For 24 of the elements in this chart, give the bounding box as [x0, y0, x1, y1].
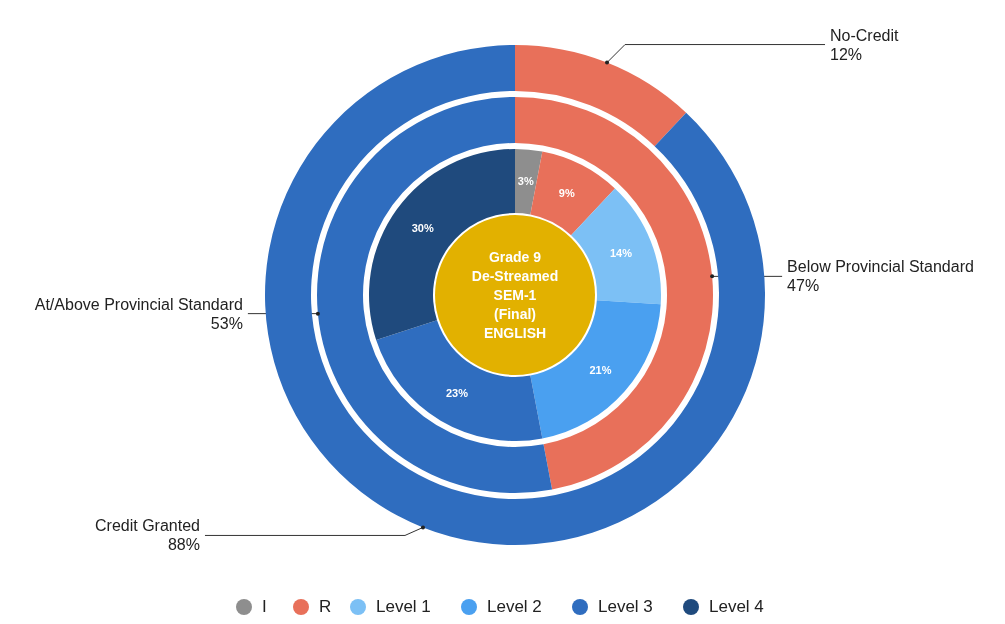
data-label: 30% [411, 221, 434, 234]
data-label: 3% [517, 175, 534, 188]
donut-slice [515, 45, 687, 147]
slice-label: At/Above Provincial Standard [34, 295, 243, 313]
legend-label: R [319, 597, 332, 616]
data-label: 9% [558, 187, 575, 200]
data-label: 12% [830, 45, 863, 63]
legend-label: Level 4 [709, 597, 764, 616]
legend-label: Level 2 [487, 597, 542, 616]
data-label: 21% [589, 364, 612, 377]
data-label: 14% [609, 246, 633, 259]
donut-slice [515, 149, 543, 215]
donut-slice [265, 45, 765, 545]
legend-label: I [262, 597, 267, 616]
legend-label: Level 1 [376, 597, 431, 616]
legend-label: Level 3 [598, 597, 653, 616]
data-label: 47% [787, 277, 820, 295]
slice-label: No-Credit [830, 26, 900, 44]
slice-label: Below Provincial Standard [787, 258, 974, 276]
data-label: 88% [167, 536, 200, 554]
text: Grade 9 De-Streamed SEM-1 (Final) ENGLISH [471, 249, 559, 341]
data-label: 53% [210, 314, 243, 332]
slice-label: Credit Granted [95, 517, 200, 535]
data-label: 23% [445, 386, 469, 399]
